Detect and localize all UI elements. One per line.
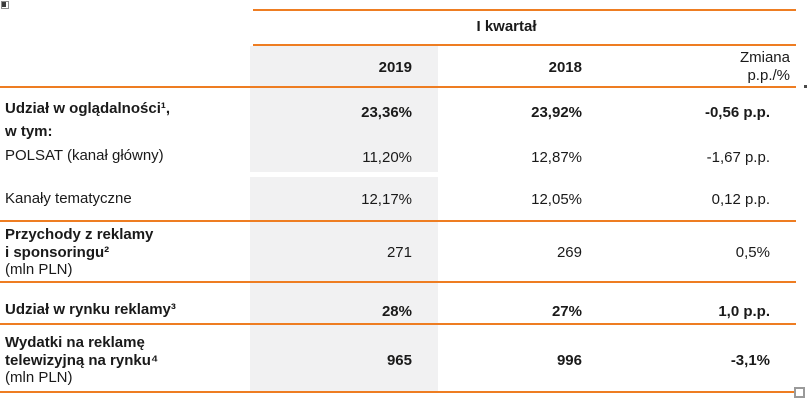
cell-polsat-main-2019: 11,20% [362,149,412,166]
column-header-change: Zmiana p.p./% [739,49,790,84]
cell-ad-market-share-2019: 28% [381,303,412,320]
cell-ad-revenue-change: 0,5% [735,244,770,261]
cell-ad-market-share-2018: 27% [551,303,582,320]
period-header: I kwartał [476,18,537,35]
column-header-2019: 2019 [378,59,412,76]
stray-mark [804,85,807,88]
table-rule-after-revenue [0,281,796,283]
table-rule-after-admarket [0,323,796,325]
row-label-polsat-main: POLSAT (kanał główny) [5,147,164,164]
row-label-ad-market-share: Udział w rynku reklamy³ [5,301,176,318]
row-label-tv-ad-spending-main: Wydatki na reklamę telewizyjną na rynku⁴ [5,334,159,369]
cell-ad-market-share-change: 1,0 p.p. [718,303,770,320]
table-rule-under-period [253,44,796,46]
resize-handle-icon[interactable] [794,387,805,398]
broken-image-icon [1,1,9,9]
row-label-ad-revenue-unit: (mln PLN) [5,261,73,278]
row-label-audience-share: Udział w oglądalności¹, w tym: [5,100,171,140]
cell-tv-ad-spending-2019: 965 [386,352,412,369]
row-label-ad-revenue: Przychody z reklamy i sponsoringu² (mln P… [5,226,250,279]
row-label-ad-revenue-main: Przychody z reklamy i sponsoringu² [5,226,154,261]
cell-thematic-channels-2019: 12,17% [361,191,412,208]
row-label-tv-ad-spending-unit: (mln PLN) [5,369,73,386]
column-header-2018: 2018 [548,59,582,76]
cell-thematic-channels-change: 0,12 p.p. [711,191,770,208]
cell-thematic-channels-2018: 12,05% [531,191,582,208]
cell-audience-share-2019: 23,36% [361,104,412,121]
column-2019-highlight-upper [250,46,438,172]
table-rule-bottom [0,391,796,393]
row-label-thematic-channels: Kanały tematyczne [5,190,132,207]
cell-tv-ad-spending-2018: 996 [556,352,582,369]
cell-ad-revenue-2018: 269 [556,244,582,261]
table-rule-top [253,9,796,11]
table-rule-under-headers [0,86,796,88]
column-2019-highlight-lower [250,177,438,391]
cell-audience-share-change: -0,56 p.p. [704,104,770,121]
cell-audience-share-2018: 23,92% [531,104,582,121]
cell-polsat-main-change: -1,67 p.p. [706,149,770,166]
cell-tv-ad-spending-change: -3,1% [730,352,770,369]
table-rule-after-viewership [0,220,796,222]
cell-ad-revenue-2019: 271 [386,244,412,261]
row-label-tv-ad-spending: Wydatki na reklamę telewizyjną na rynku⁴… [5,334,250,387]
cell-polsat-main-2018: 12,87% [531,149,582,166]
